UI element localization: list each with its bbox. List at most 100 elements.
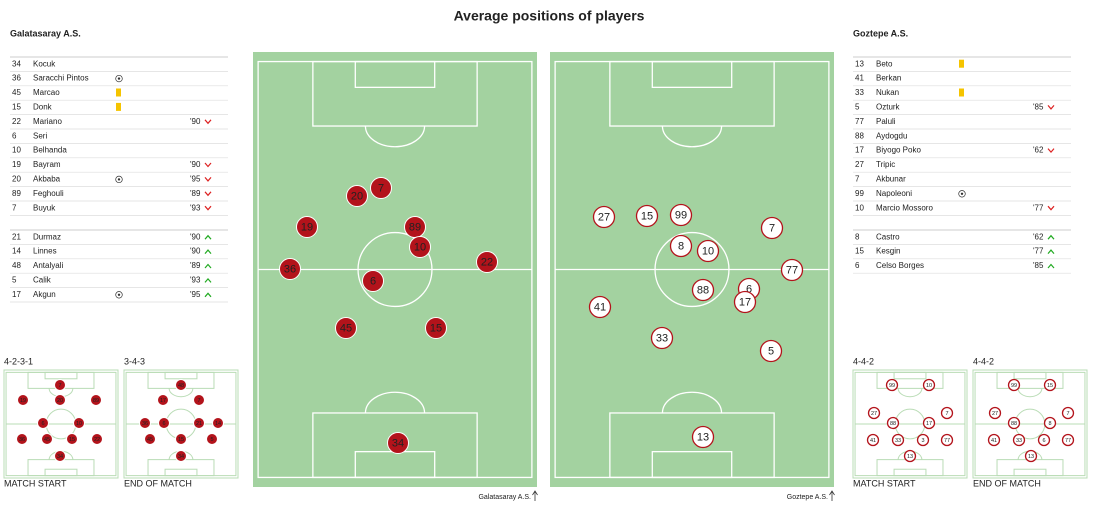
player-marker bbox=[733, 290, 757, 314]
player-marker bbox=[16, 433, 28, 445]
player-number: 19 bbox=[12, 160, 21, 169]
player-marker-label: 6 bbox=[746, 283, 752, 295]
player-number: 48 bbox=[12, 261, 21, 270]
formation-caption: MATCH START bbox=[4, 478, 67, 488]
player-marker bbox=[987, 433, 1001, 447]
player-number: 6 bbox=[855, 261, 860, 270]
player-marker-label: 15 bbox=[69, 437, 75, 443]
player-marker-label: 21 bbox=[196, 421, 202, 427]
player-marker-label: 10 bbox=[414, 241, 426, 253]
player-name: Feghouli bbox=[33, 189, 64, 198]
player-marker bbox=[903, 449, 917, 463]
six-yard-box bbox=[651, 60, 733, 89]
formation-label: 4-2-3-1 bbox=[4, 356, 33, 366]
player-marker-label: 3 bbox=[921, 438, 924, 444]
player-number: 7 bbox=[12, 203, 17, 212]
player-marker bbox=[760, 216, 784, 240]
player-marker bbox=[73, 417, 85, 429]
player-marker bbox=[175, 379, 187, 391]
player-marker-label: 13 bbox=[907, 454, 913, 460]
player-marker-label: 99 bbox=[675, 209, 687, 221]
sub-on-arrow bbox=[204, 234, 212, 240]
player-marker bbox=[1037, 433, 1051, 447]
sub-minute: '93 bbox=[190, 203, 201, 212]
player-marker bbox=[922, 378, 936, 392]
player-marker-label: 88 bbox=[1011, 421, 1017, 427]
player-marker bbox=[650, 326, 674, 350]
player-marker-label: 13 bbox=[1028, 454, 1034, 460]
player-marker bbox=[916, 433, 930, 447]
player-marker bbox=[41, 433, 53, 445]
player-marker-label: 33 bbox=[656, 332, 668, 344]
player-marker-label: 5 bbox=[210, 437, 213, 443]
penalty-arc bbox=[661, 126, 723, 148]
pitch-caption: Galatasaray A.S. bbox=[478, 494, 531, 501]
player-number: 36 bbox=[12, 74, 21, 83]
penalty-arc bbox=[364, 126, 426, 148]
sub-minute: '89 bbox=[190, 189, 201, 198]
player-number: 13 bbox=[855, 59, 864, 68]
player-marker bbox=[193, 394, 205, 406]
sub-off-arrow bbox=[1047, 205, 1055, 211]
player-number: 17 bbox=[855, 146, 864, 155]
player-marker bbox=[940, 433, 954, 447]
player-marker bbox=[346, 185, 368, 207]
player-number: 7 bbox=[855, 175, 860, 184]
player-marker bbox=[91, 433, 103, 445]
pitch-caption: Goztepe A.S. bbox=[787, 494, 828, 501]
player-number: 10 bbox=[12, 146, 21, 155]
player-marker bbox=[891, 433, 905, 447]
player-number: 10 bbox=[855, 203, 864, 212]
player-name: Durmaz bbox=[33, 232, 61, 241]
player-name: Marcio Mossoro bbox=[876, 203, 933, 212]
formation-label: 3-4-3 bbox=[124, 356, 145, 366]
player-marker-label: 36 bbox=[284, 263, 296, 275]
six-yard-box bbox=[893, 371, 927, 380]
sub-minute: '90 bbox=[190, 232, 201, 241]
player-marker bbox=[54, 450, 66, 462]
player-marker bbox=[1007, 416, 1021, 430]
player-number: 5 bbox=[855, 103, 860, 112]
player-number: 5 bbox=[12, 276, 17, 285]
player-name: Biyogo Poko bbox=[876, 146, 921, 155]
player-number: 21 bbox=[12, 232, 21, 241]
player-marker-label: 8 bbox=[1048, 421, 1051, 427]
penalty-arc bbox=[897, 388, 923, 398]
player-name: Ozturk bbox=[876, 103, 901, 112]
formation-caption: MATCH START bbox=[853, 478, 916, 488]
player-number: 20 bbox=[12, 175, 21, 184]
six-yard-box bbox=[164, 468, 198, 477]
player-marker-label: 77 bbox=[944, 438, 950, 444]
player-number: 99 bbox=[855, 189, 864, 198]
sub-off-arrow bbox=[1047, 148, 1055, 154]
player-name: Berkan bbox=[876, 74, 901, 83]
player-marker-label: 15 bbox=[178, 437, 184, 443]
player-marker-label: 10 bbox=[76, 421, 82, 427]
player-marker bbox=[54, 394, 66, 406]
yellow-card bbox=[959, 59, 964, 68]
yellow-card bbox=[116, 102, 121, 111]
sub-minute: '90 bbox=[190, 247, 201, 256]
sub-on-arrow bbox=[1047, 249, 1055, 254]
player-name: Akbunar bbox=[876, 175, 906, 184]
player-marker bbox=[296, 216, 318, 238]
six-yard-box bbox=[1013, 468, 1047, 477]
away-team-name: Goztepe A.S. bbox=[853, 28, 908, 38]
centre-circle bbox=[357, 231, 433, 308]
penalty-arc bbox=[364, 391, 426, 413]
six-yard-box bbox=[44, 468, 78, 477]
player-marker bbox=[696, 239, 720, 263]
player-number: 27 bbox=[855, 160, 864, 169]
player-marker-label: 7 bbox=[1066, 411, 1069, 417]
sub-on-arrow bbox=[204, 292, 212, 298]
player-marker-label: 20 bbox=[351, 190, 363, 202]
player-name: Kocuk bbox=[33, 59, 56, 68]
player-marker-label: 34 bbox=[57, 454, 63, 460]
sub-off-arrow bbox=[1047, 105, 1055, 110]
sub-off-arrow bbox=[204, 177, 212, 182]
player-marker-label: 41 bbox=[870, 438, 876, 444]
player-number: 22 bbox=[12, 117, 21, 126]
player-marker bbox=[867, 406, 881, 420]
sub-minute: '85 bbox=[1033, 261, 1044, 270]
